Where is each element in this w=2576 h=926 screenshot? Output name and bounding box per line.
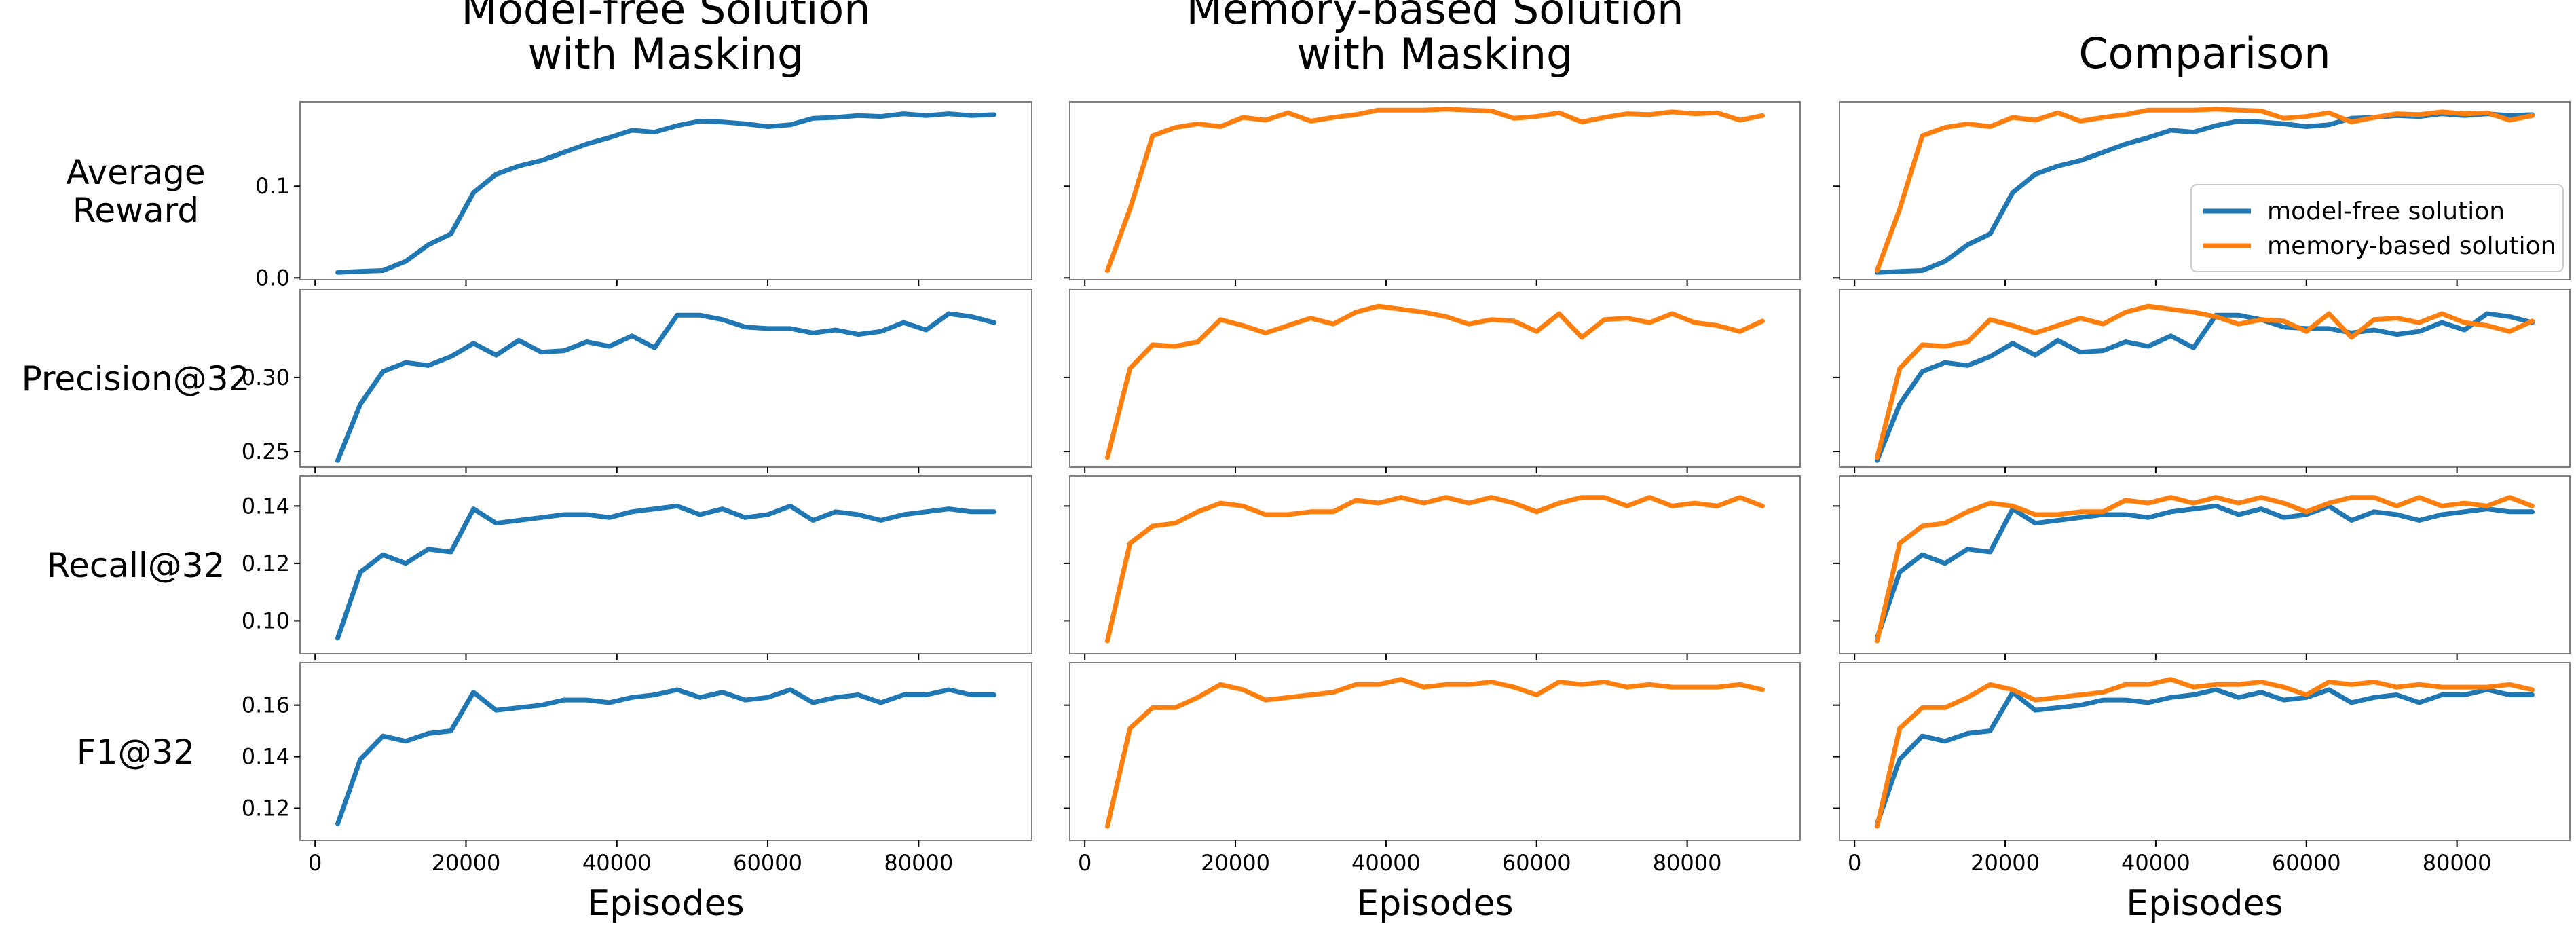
- panel-r1-c2: [1064, 101, 1801, 286]
- legend-box: [2190, 184, 2564, 272]
- x-tick-label: 20000: [432, 850, 501, 876]
- panel-r3-c2: [1064, 475, 1801, 660]
- x-axis-label: Episodes: [1356, 883, 1513, 924]
- series-line-model-free: [335, 503, 996, 641]
- series-line-memory-based: [1105, 107, 1765, 273]
- x-tick-label: 60000: [2272, 850, 2341, 876]
- panel-frame: [299, 475, 1032, 654]
- panel-r2-c2: [1064, 289, 1801, 473]
- panel-frame: [1069, 289, 1801, 468]
- y-tick-label: 0.1: [255, 173, 290, 199]
- panel-frame: [299, 101, 1032, 280]
- panel-r3-c1: [294, 475, 1032, 660]
- panel-frame: [299, 662, 1032, 841]
- x-tick-label: 0: [1848, 850, 1861, 876]
- x-tick-label: 40000: [582, 850, 652, 876]
- row-label-1-line-2: Reward: [73, 191, 199, 230]
- series-line-model-free: [335, 111, 996, 275]
- x-tick-label: 80000: [1653, 850, 1722, 876]
- series-line-memory-based: [1875, 495, 2535, 644]
- legend-label-memory-based: memory-based solution: [2267, 232, 2556, 260]
- series-line-model-free: [335, 687, 996, 826]
- legend: [2190, 184, 2564, 272]
- panel-r1-c3: [1833, 101, 2571, 286]
- series-line-model-free: [335, 311, 996, 463]
- column-title-1-line-2: with Masking: [528, 29, 804, 79]
- x-tick-label: 20000: [1971, 850, 2040, 876]
- panel-frame: [1839, 662, 2571, 841]
- y-tick-label: 0.25: [242, 439, 290, 464]
- panel-r1-c1: [294, 101, 1032, 286]
- row-label-4-line-1: F1@32: [77, 733, 195, 772]
- x-tick-label: 60000: [733, 850, 802, 876]
- series-line-memory-based: [1875, 677, 2535, 829]
- panel-r4-c3: [1833, 662, 2571, 847]
- panel-frame: [1069, 475, 1801, 654]
- y-tick-label: 0.10: [242, 608, 290, 633]
- panel-frame: [1069, 101, 1801, 280]
- column-title-3-line-1: Comparison: [2078, 29, 2330, 78]
- series-line-memory-based: [1105, 677, 1765, 829]
- x-tick-label: 40000: [2121, 850, 2190, 876]
- y-tick-label: 0.14: [242, 744, 290, 770]
- legend-label-model-free: model-free solution: [2267, 198, 2505, 225]
- x-tick-label: 40000: [1351, 850, 1421, 876]
- series-line-memory-based: [1875, 107, 2535, 273]
- row-label-1-line-1: Average: [66, 153, 205, 192]
- y-tick-label: 0.12: [242, 796, 290, 821]
- series-line-model-free: [1875, 503, 2535, 641]
- panel-frame: [1839, 475, 2571, 654]
- x-axis-label: Episodes: [2126, 883, 2283, 924]
- y-tick-label: 0.16: [242, 692, 290, 718]
- x-tick-label: 60000: [1502, 850, 1571, 876]
- column-title-2-line-2: with Masking: [1297, 29, 1573, 79]
- y-tick-label: 0.30: [242, 365, 290, 390]
- panel-frame: [299, 289, 1032, 468]
- series-line-model-free: [1875, 687, 2535, 826]
- y-tick-label: 0.12: [242, 551, 290, 576]
- panel-frame: [1839, 101, 2571, 280]
- series-line-memory-based: [1105, 495, 1765, 644]
- x-tick-label: 0: [1078, 850, 1091, 876]
- row-label-2-line-1: Precision@32: [22, 359, 250, 399]
- x-tick-label: 80000: [884, 850, 953, 876]
- column-title-1-line-1: Model-free Solution: [461, 0, 870, 34]
- panel-r2-c1: [294, 289, 1032, 473]
- x-tick-label: 80000: [2423, 850, 2492, 876]
- panel-frame: [1069, 662, 1801, 841]
- series-line-model-free: [1875, 311, 2535, 463]
- y-tick-label: 0.0: [255, 265, 290, 291]
- panel-r4-c1: [294, 662, 1032, 847]
- series-line-memory-based: [1875, 303, 2535, 460]
- panel-r4-c2: [1064, 662, 1801, 847]
- series-line-memory-based: [1105, 303, 1765, 460]
- y-tick-label: 0.14: [242, 493, 290, 519]
- x-axis-label: Episodes: [587, 883, 744, 924]
- x-tick-label: 0: [308, 850, 322, 876]
- x-tick-label: 20000: [1201, 850, 1270, 876]
- panel-r3-c3: [1833, 475, 2571, 660]
- panel-r2-c3: [1833, 289, 2571, 473]
- column-title-2-line-1: Memory-based Solution: [1187, 0, 1684, 34]
- row-label-3-line-1: Recall@32: [47, 546, 225, 585]
- panel-frame: [1839, 289, 2571, 468]
